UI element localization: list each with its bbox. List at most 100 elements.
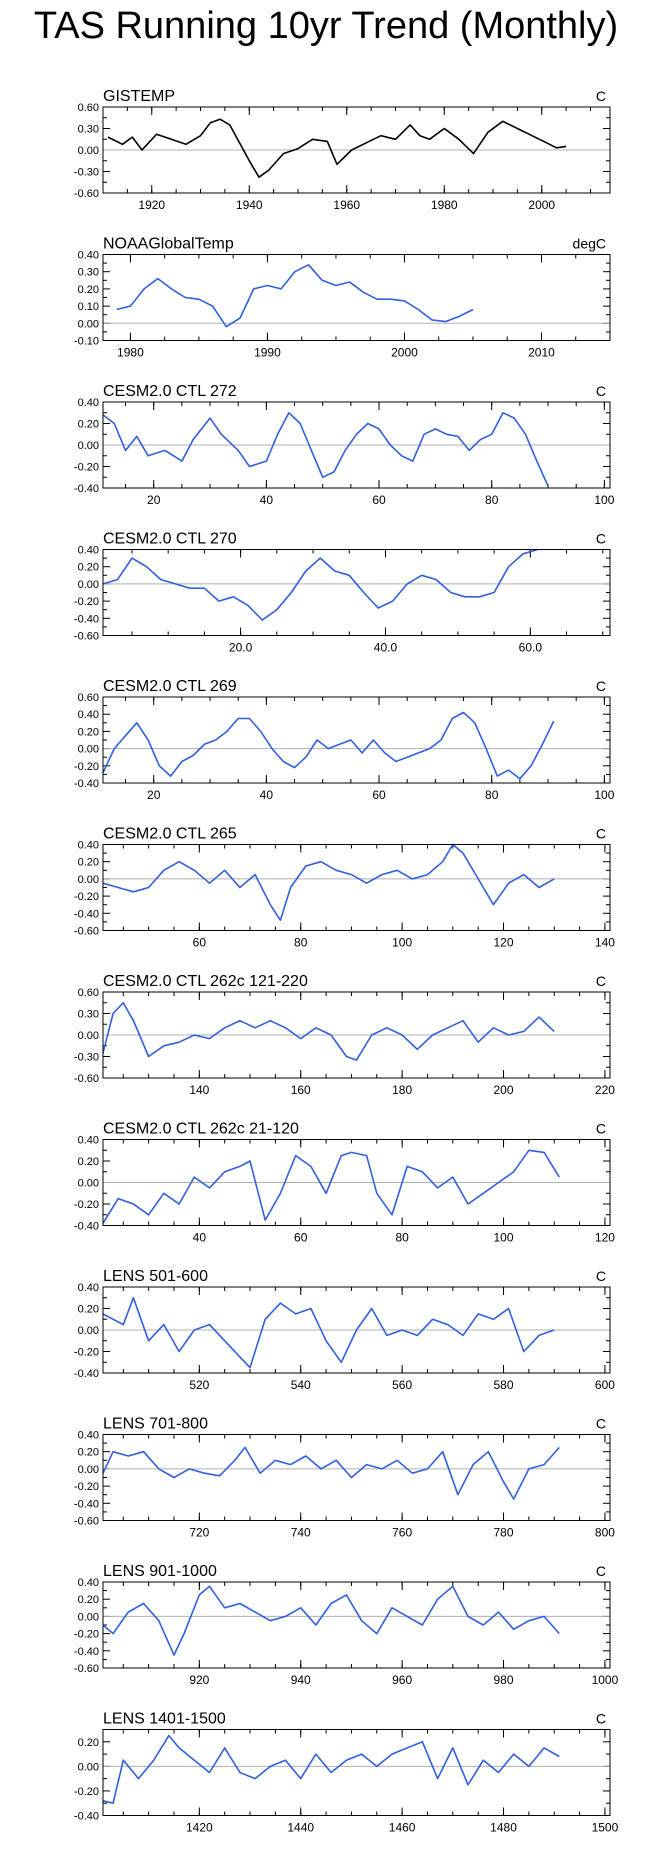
y-tick-label: 0.40 [78, 250, 99, 262]
panel-units: C [596, 1121, 606, 1137]
x-tick-label: 1980 [117, 346, 144, 360]
y-tick-label: -0.20 [74, 462, 99, 474]
y-tick-label: 0.60 [78, 987, 99, 999]
panel-units: C [596, 88, 606, 104]
panel-units: C [596, 531, 606, 547]
y-tick-label: 0.20 [78, 1594, 99, 1606]
x-tick-label: 220 [595, 1083, 615, 1097]
x-tick-label: 940 [291, 1673, 311, 1687]
y-tick-label: -0.40 [74, 778, 99, 790]
panel-title: LENS 901-1000 [103, 1563, 217, 1580]
x-tick-label: 780 [494, 1526, 514, 1540]
panel-4: CESM2.0 CTL 270 C 0.40 0.20 0.00 -0.20 -0.40 -0… [74, 531, 611, 655]
y-tick-label: 0.20 [78, 1737, 99, 1749]
x-tick-label: 560 [392, 1378, 412, 1392]
y-tick-label: 0.30 [78, 1009, 99, 1021]
y-tick-label: 0.00 [78, 1611, 99, 1623]
series-line-1 [102, 843, 555, 922]
y-tick-label: 0.20 [78, 726, 99, 738]
x-tick-label: 800 [595, 1526, 615, 1540]
y-tick-label: 0.40 [78, 1577, 99, 1589]
x-tick-label: 120 [595, 1231, 615, 1245]
panel-5: CESM2.0 CTL 269 C 0.60 0.40 0.20 0.00 -0.20 -0.… [74, 678, 615, 802]
y-tick-label: -0.10 [74, 336, 99, 348]
panel-title: LENS 701-800 [103, 1416, 208, 1433]
panel-title: LENS 501-600 [103, 1268, 208, 1285]
y-tick-label: 0.20 [78, 284, 99, 296]
x-tick-label: 1440 [287, 1821, 314, 1835]
plot-frame [102, 696, 611, 784]
x-tick-label: 20 [147, 493, 161, 507]
x-tick-label: 760 [392, 1526, 412, 1540]
x-tick-label: 1940 [236, 198, 263, 212]
panel-8: CESM2.0 CTL 262c 21-120 C 0.40 0.20 0.00 -0.2… [74, 1121, 615, 1245]
panel-9: LENS 501-600 C 0.40 0.20 0.00 -0.20 -0.40 520 54… [74, 1268, 615, 1392]
y-tick-label: -0.40 [74, 1811, 99, 1823]
plot-frame [102, 401, 611, 489]
panel-units: C [596, 383, 606, 399]
panel-units: C [596, 1268, 606, 1284]
panel-1: GISTEMP C 0.60 0.30 0.00 -0.30 -0.60 1920 1940 19… [74, 88, 611, 212]
y-tick-label: -0.30 [74, 1052, 99, 1064]
series-line-1 [102, 1149, 560, 1224]
y-tick-label: 0.00 [78, 1030, 99, 1042]
x-tick-label: 60.0 [519, 641, 543, 655]
y-tick-label: -0.40 [74, 1646, 99, 1658]
y-tick-label: -0.40 [74, 908, 99, 920]
y-tick-label: -0.20 [74, 1199, 99, 1211]
panel-units: C [596, 1563, 606, 1579]
y-tick-label: 0.40 [78, 397, 99, 409]
y-tick-label: 0.20 [78, 1156, 99, 1168]
y-tick-label: 0.00 [78, 1761, 99, 1773]
y-tick-label: 0.40 [78, 840, 99, 852]
x-tick-label: 600 [595, 1378, 615, 1392]
y-tick-label: 0.00 [78, 579, 99, 591]
y-tick-label: -0.40 [74, 613, 99, 625]
y-tick-label: -0.40 [74, 1498, 99, 1510]
plot-frame [102, 844, 611, 931]
x-tick-label: 520 [189, 1378, 209, 1392]
y-tick-label: 0.00 [78, 318, 99, 330]
series-line-1 [102, 711, 555, 780]
y-tick-label: 0.10 [78, 301, 99, 313]
panel-3: CESM2.0 CTL 272 C 0.40 0.20 0.00 -0.20 -0.40 20… [74, 383, 615, 507]
x-tick-label: 40 [260, 788, 274, 802]
y-tick-label: 0.20 [78, 562, 99, 574]
x-tick-label: 80 [485, 493, 499, 507]
series-line-1 [102, 1297, 555, 1369]
panel-2: NOAAGlobalTemp degC 0.40 0.30 0.20 0.10 0.00 -0… [74, 236, 611, 360]
x-tick-label: 140 [595, 936, 615, 950]
figure-title: TAS Running 10yr Trend (Monthly) [34, 5, 618, 47]
y-tick-label: -0.40 [74, 1368, 99, 1380]
plot-frame [102, 1581, 611, 1669]
panel-title: CESM2.0 CTL 270 [103, 531, 237, 548]
y-tick-label: -0.20 [74, 1786, 99, 1798]
series-line-1 [102, 1001, 555, 1061]
panel-6: CESM2.0 CTL 265 C 0.40 0.20 0.00 -0.20 -0.40 -0… [74, 826, 615, 950]
series-line-1 [102, 411, 549, 487]
x-tick-label: 1500 [592, 1821, 619, 1835]
y-tick-label: 0.20 [78, 1304, 99, 1316]
panel-title: CESM2.0 CTL 262c 21-120 [103, 1121, 299, 1138]
panel-units: C [596, 678, 606, 694]
y-tick-label: -0.60 [74, 188, 99, 200]
x-tick-label: 80 [485, 788, 499, 802]
x-tick-label: 720 [189, 1526, 209, 1540]
x-tick-label: 2000 [528, 198, 555, 212]
panel-12: LENS 1401-1500 C 0.20 0.00 -0.20 -0.40 1420 144… [74, 1711, 619, 1835]
panel-10: LENS 701-800 C 0.40 0.20 0.00 -0.20 -0.40 -0.60… [74, 1416, 615, 1540]
x-tick-label: 1960 [333, 198, 360, 212]
y-tick-label: 0.20 [78, 1447, 99, 1459]
panel-title: GISTEMP [103, 88, 175, 105]
x-tick-label: 920 [189, 1673, 209, 1687]
x-tick-label: 40 [193, 1231, 207, 1245]
y-tick-label: 0.60 [78, 692, 99, 704]
y-tick-label: 0.00 [78, 1325, 99, 1337]
y-tick-label: -0.60 [74, 631, 99, 643]
x-tick-label: 1980 [431, 198, 458, 212]
x-tick-label: 1000 [592, 1673, 619, 1687]
series-line-1 [116, 263, 474, 328]
y-tick-label: 0.40 [78, 1282, 99, 1294]
series-line-1 [102, 1734, 560, 1804]
